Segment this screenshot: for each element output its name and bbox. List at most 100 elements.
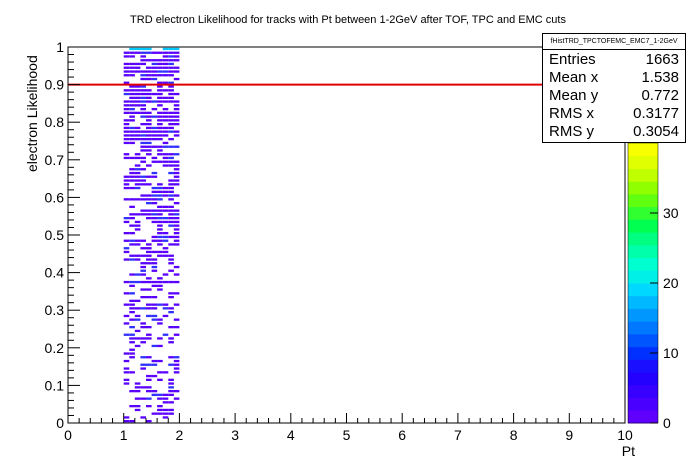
heatmap-cell: [168, 66, 174, 69]
heatmap-cell: [173, 100, 180, 103]
heatmap-cell: [173, 318, 180, 321]
heatmap-cell: [157, 344, 163, 348]
heatmap-cell: [146, 217, 152, 220]
heatmap-cell: [162, 130, 169, 133]
heatmap-cell: [162, 62, 169, 66]
heatmap-cell: [123, 250, 130, 254]
stats-key: Mean y: [549, 87, 599, 104]
heatmap-cell: [140, 168, 146, 171]
heatmap-cell: [129, 326, 135, 329]
heatmap-cell: [123, 70, 130, 73]
heatmap-cell: [146, 130, 152, 133]
heatmap-cell: [129, 307, 135, 310]
heatmap-cell: [173, 273, 180, 276]
heatmap-cell: [173, 175, 180, 178]
colorbar-cell: [628, 206, 658, 220]
heatmap-cell: [151, 171, 158, 175]
heatmap-cell: [173, 194, 180, 197]
heatmap-cell: [123, 134, 130, 137]
heatmap-cell: [168, 145, 174, 148]
heatmap-cell: [123, 108, 130, 111]
heatmap-cell: [168, 153, 174, 156]
heatmap-cell: [146, 89, 152, 92]
heatmap-cell: [140, 307, 146, 310]
heatmap-cell: [140, 145, 146, 148]
heatmap-cell: [162, 115, 169, 118]
heatmap-cell: [146, 149, 152, 152]
heatmap-cell: [162, 108, 169, 111]
heatmap-cell: [134, 405, 141, 408]
heatmap-cell: [168, 326, 174, 329]
heatmap-cell: [140, 89, 146, 92]
heatmap-cell: [162, 134, 169, 137]
heatmap-cell: [151, 262, 158, 265]
heatmap-cell: [162, 186, 169, 190]
stats-row: Mean y 0.772: [549, 86, 679, 105]
heatmap-cell: [140, 179, 146, 182]
colorbar-cell: [628, 193, 658, 208]
heatmap-cell: [146, 333, 152, 336]
heatmap-cell: [173, 235, 180, 239]
heatmap-cell: [151, 359, 158, 363]
heatmap-cell: [129, 74, 135, 77]
heatmap-cell: [134, 168, 141, 171]
heatmap-cell: [146, 213, 152, 216]
heatmap-cell: [168, 160, 174, 163]
colorbar-tick-label: 30: [663, 205, 679, 221]
heatmap-cell: [146, 303, 152, 306]
heatmap-cell: [123, 220, 130, 224]
heatmap-cell: [146, 66, 152, 69]
heatmap-cell: [134, 100, 141, 103]
heatmap-cell: [162, 235, 169, 239]
heatmap-cell: [146, 145, 152, 148]
heatmap-cell: [123, 100, 130, 103]
heatmap-cell: [168, 89, 174, 92]
heatmap-cell: [129, 138, 135, 141]
heatmap-cell: [162, 232, 169, 235]
heatmap-cell: [123, 62, 130, 66]
y-tick-label: 0.6: [45, 189, 65, 205]
heatmap-cell: [157, 81, 163, 84]
heatmap-cell: [162, 100, 169, 103]
heatmap-cell: [173, 115, 180, 118]
heatmap-cell: [157, 51, 163, 54]
heatmap-cell: [140, 96, 146, 99]
heatmap-cell: [123, 175, 130, 178]
heatmap-cell: [134, 307, 141, 310]
heatmap-cell: [157, 359, 163, 363]
heatmap-cell: [157, 160, 163, 163]
heatmap-cell: [157, 119, 163, 122]
heatmap-cell: [173, 104, 180, 107]
heatmap-cell: [140, 55, 146, 58]
heatmap-cell: [168, 311, 174, 314]
heatmap-cell: [146, 374, 152, 378]
heatmap-cell: [123, 104, 130, 107]
colorbar-cell: [628, 219, 658, 233]
heatmap-cell: [129, 390, 135, 393]
heatmap-cell: [134, 96, 141, 99]
heatmap-cell: [151, 220, 158, 224]
y-tick-label: 0.5: [45, 227, 65, 243]
heatmap-cell: [157, 277, 163, 280]
heatmap-cell: [151, 344, 158, 348]
heatmap-cell: [162, 70, 169, 73]
heatmap-cell: [129, 141, 135, 145]
heatmap-cell: [140, 273, 146, 276]
heatmap-cell: [157, 220, 163, 224]
heatmap-cell: [162, 74, 169, 77]
heatmap-cell: [146, 141, 152, 145]
heatmap-cell: [134, 179, 141, 182]
heatmap-cell: [146, 296, 152, 299]
heatmap-cell: [151, 280, 158, 284]
heatmap-cell: [129, 337, 135, 340]
heatmap-cell: [134, 134, 141, 137]
heatmap-cell: [162, 408, 169, 412]
heatmap-cell: [173, 70, 180, 73]
heatmap-cell: [151, 250, 158, 254]
heatmap-cell: [134, 213, 141, 216]
heatmap-cell: [168, 47, 174, 51]
heatmap-cell: [168, 224, 174, 227]
heatmap-cell: [129, 51, 135, 54]
stats-row: RMS x 0.3177: [549, 104, 679, 123]
